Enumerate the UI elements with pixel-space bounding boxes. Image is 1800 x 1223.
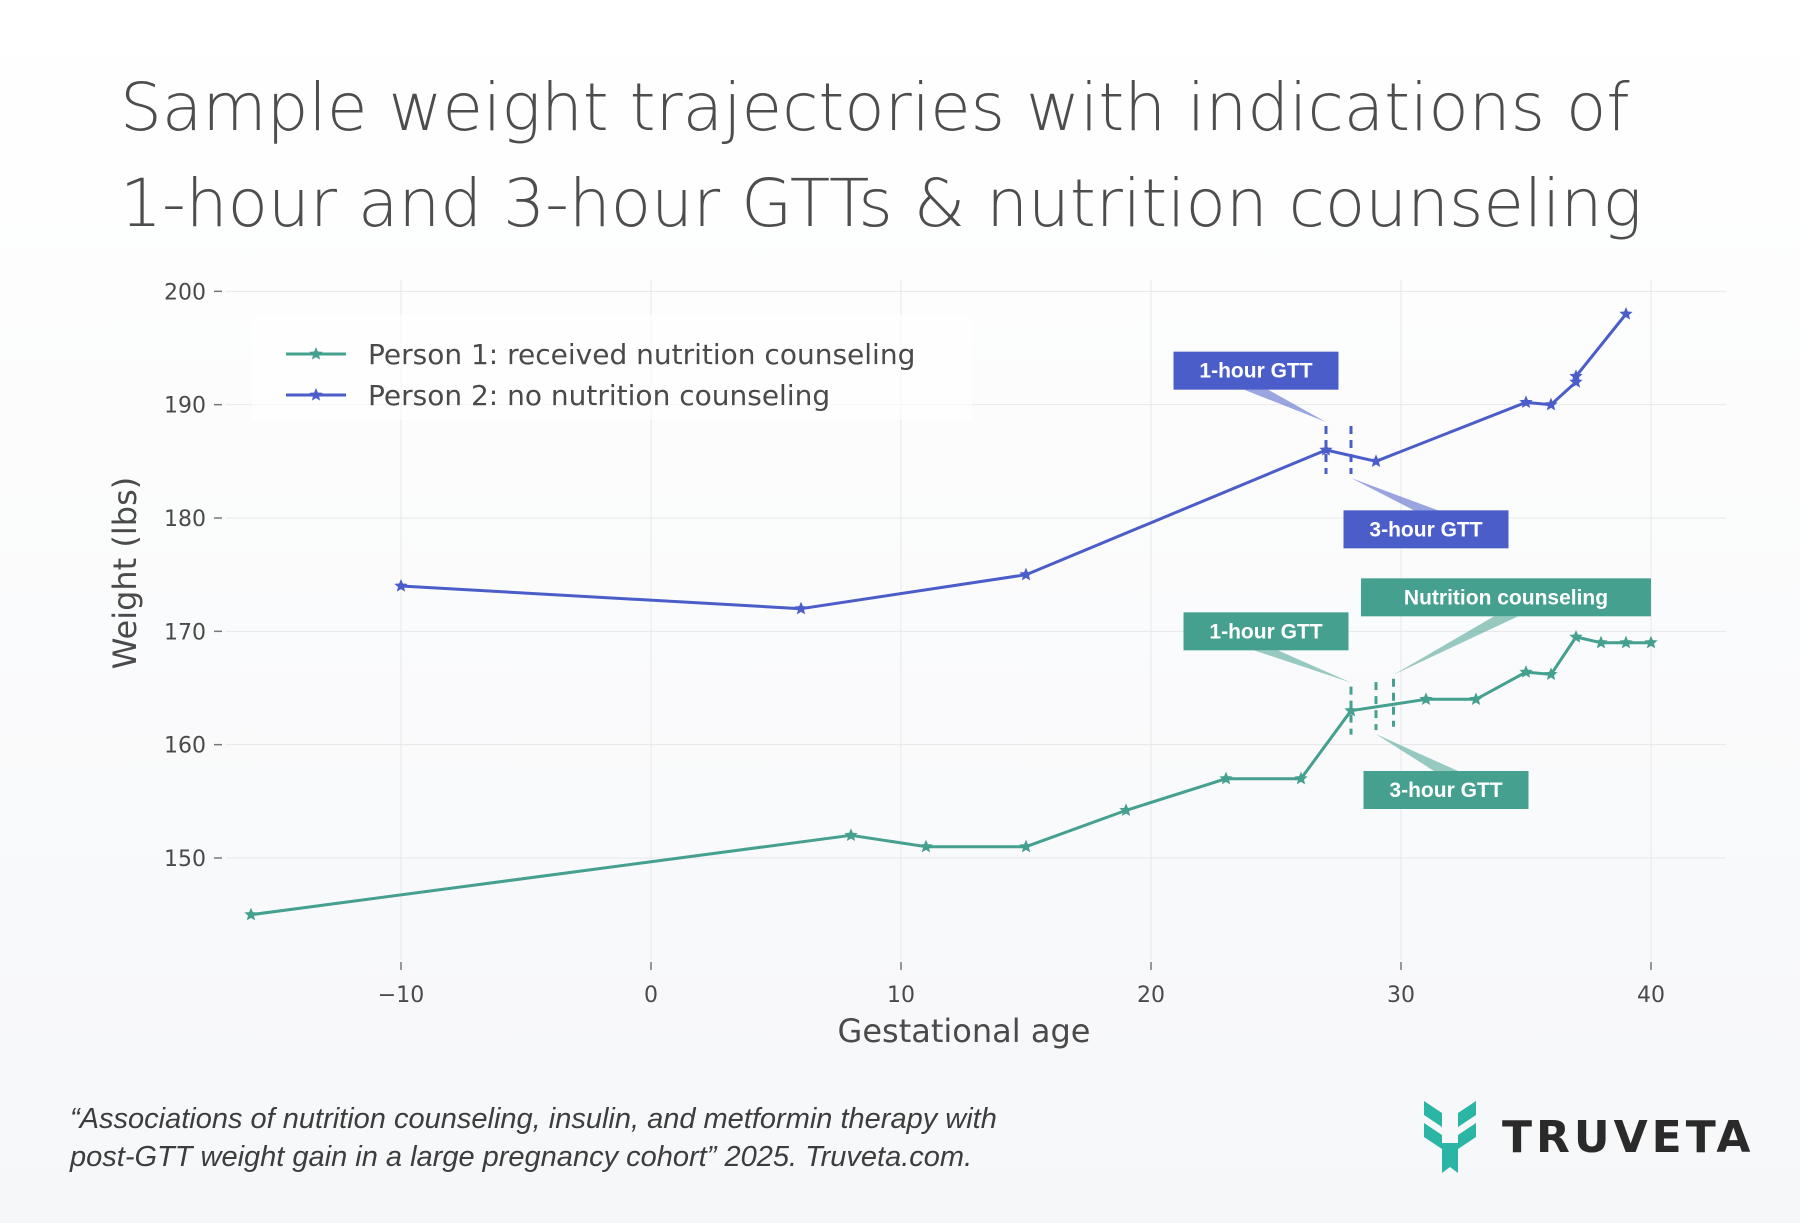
data-point-person-2 xyxy=(1569,375,1583,388)
x-tick-label: 40 xyxy=(1637,983,1665,1008)
callout-label: 3-hour GTT xyxy=(1369,518,1482,541)
callout-label: 1-hour GTT xyxy=(1199,360,1312,383)
callout-pointer xyxy=(1393,616,1518,675)
x-tick-label: 0 xyxy=(644,983,658,1008)
x-tick-label: 30 xyxy=(1387,983,1415,1008)
citation: “Associations of nutrition counseling, i… xyxy=(70,1100,1070,1176)
legend-marker-person-1 xyxy=(309,347,323,360)
legend-marker-person-2 xyxy=(309,388,323,401)
data-point-person-2 xyxy=(794,601,808,615)
title-line-2: 1-hour and 3-hour GTTs & nutrition couns… xyxy=(120,165,1643,242)
y-tick-label: 150 xyxy=(164,847,206,872)
callout-pointer xyxy=(1376,734,1458,771)
data-point-person-1 xyxy=(1594,635,1608,649)
y-tick-label: 180 xyxy=(164,507,206,532)
weight-trajectory-chart: −10 0 10 20 30 40 150 160 170 180 190 200 Person 1:… xyxy=(106,280,1726,1050)
truveta-leaf-icon xyxy=(1424,1101,1476,1173)
legend-label-person-1: Person 1: received nutrition counseling xyxy=(368,338,915,371)
data-point-person-1 xyxy=(1619,635,1633,649)
data-point-person-1 xyxy=(244,907,258,921)
data-point-person-1 xyxy=(1119,803,1133,817)
callout-pointer xyxy=(1254,650,1351,683)
x-axis-label: Gestational age xyxy=(838,1012,1091,1050)
data-point-person-2 xyxy=(1569,369,1583,382)
data-point-person-1 xyxy=(1344,703,1358,717)
data-point-person-2 xyxy=(1319,443,1333,456)
x-tick-label: 20 xyxy=(1137,983,1165,1008)
data-point-person-1 xyxy=(844,828,858,841)
y-tick-label: 170 xyxy=(164,620,206,645)
x-tick-label: −10 xyxy=(378,983,424,1008)
data-point-person-1 xyxy=(1294,771,1308,785)
callout-box xyxy=(1173,351,1339,390)
callout-label: 3-hour GTT xyxy=(1389,779,1502,802)
data-point-person-1 xyxy=(919,839,933,853)
callout-box xyxy=(1343,510,1509,549)
data-point-person-1 xyxy=(1469,692,1483,705)
data-point-person-2 xyxy=(1619,307,1633,320)
grid-layer xyxy=(226,280,1726,960)
data-point-person-1 xyxy=(1544,667,1558,681)
data-point-person-2 xyxy=(1019,567,1033,581)
y-tick-label: 200 xyxy=(164,280,206,305)
data-point-person-2 xyxy=(394,579,408,592)
y-tick-label: 190 xyxy=(164,394,206,419)
legend-background xyxy=(252,315,972,420)
axis-layer: −10 0 10 20 30 40 150 160 170 180 190 200 xyxy=(164,280,1665,1008)
legend: Person 1: received nutrition counseling P… xyxy=(252,315,972,420)
legend-label-person-2: Person 2: no nutrition counseling xyxy=(368,379,830,412)
series-layer xyxy=(244,307,1658,921)
truveta-logo: TRUVETA xyxy=(1420,1092,1754,1182)
callout-box xyxy=(1361,578,1651,617)
data-point-person-2 xyxy=(1544,397,1558,411)
title-line-1: Sample weight trajectories with indicati… xyxy=(120,69,1630,146)
y-tick-label: 160 xyxy=(164,734,206,759)
y-axis-label: Weight (lbs) xyxy=(106,477,144,670)
logo-wordmark: TRUVETA xyxy=(1502,1111,1755,1163)
citation-line-2: post-GTT weight gain in a large pregnanc… xyxy=(70,1141,973,1173)
callout-label: Nutrition counseling xyxy=(1404,586,1608,609)
data-point-person-1 xyxy=(1644,635,1658,649)
x-tick-label: 10 xyxy=(887,983,915,1008)
citation-line-1: “Associations of nutrition counseling, i… xyxy=(70,1103,997,1135)
data-point-person-1 xyxy=(1019,839,1033,853)
callout-box xyxy=(1183,612,1349,651)
chart-title: Sample weight trajectories with indicati… xyxy=(120,60,1740,252)
data-point-person-1 xyxy=(1569,630,1583,643)
data-point-person-1 xyxy=(1219,771,1233,785)
annotation-layer: 1-hour GTT 3-hour GTT 1-hour GTT 3-hour GTT… xyxy=(1173,351,1651,809)
callout-label: 1-hour GTT xyxy=(1209,620,1322,643)
callout-pointer xyxy=(1244,389,1326,422)
data-point-person-1 xyxy=(1419,692,1433,705)
data-point-person-1 xyxy=(1519,665,1533,678)
callout-pointer xyxy=(1351,478,1438,511)
data-point-person-2 xyxy=(1369,454,1383,467)
data-point-person-2 xyxy=(1519,395,1533,409)
series-line-person-1 xyxy=(250,635,1651,917)
callout-box xyxy=(1363,771,1529,809)
